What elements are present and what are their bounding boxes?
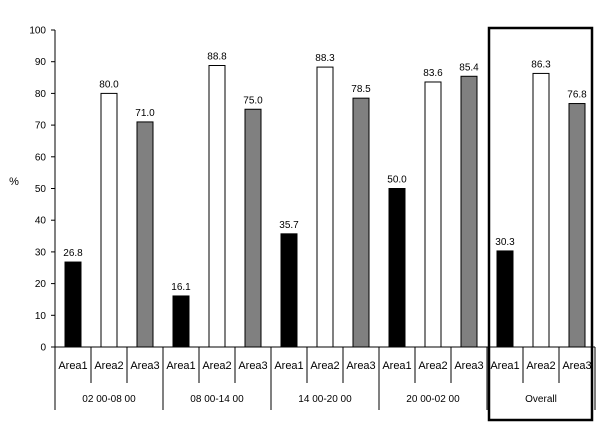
bar-area3	[136, 121, 154, 348]
data-label: 75.0	[243, 95, 263, 106]
data-label: 35.7	[279, 220, 299, 231]
group-label: 20 00-02 00	[406, 394, 460, 405]
y-axis-label: %	[9, 176, 19, 188]
data-label: 50.0	[387, 175, 407, 186]
category-label: Area2	[418, 360, 447, 372]
category-label: Area3	[562, 360, 591, 372]
labels: 26.8 Area1 80.0 Area2 71.0 Area3 02 00-08 00 16…	[58, 26, 594, 422]
bar-area3	[568, 103, 586, 348]
y-tick-label: 80	[35, 89, 47, 100]
category-label: Area3	[130, 360, 159, 372]
category-label: Area1	[382, 360, 411, 372]
bar-area2	[316, 66, 334, 348]
group-label: 08 00-14 00	[190, 394, 244, 405]
data-label: 16.1	[171, 282, 191, 293]
data-label: 88.3	[315, 53, 335, 64]
bar-area2	[100, 92, 118, 348]
bar-area1	[64, 261, 82, 348]
data-label: 80.0	[99, 79, 119, 90]
y-tick-label: 20	[35, 279, 47, 290]
data-label: 78.5	[351, 84, 371, 95]
y-tick-label: 30	[35, 247, 47, 258]
data-label: 85.4	[459, 62, 479, 73]
data-label: 83.6	[423, 68, 443, 79]
bar-area2	[424, 81, 442, 348]
data-label: 26.8	[63, 248, 83, 259]
category-label: Area2	[94, 360, 123, 372]
category-label: Area3	[346, 360, 375, 372]
bar-area3	[460, 75, 478, 348]
y-tick-label: 60	[35, 152, 47, 163]
y-tick-label: 0	[40, 343, 46, 354]
category-label: Area2	[202, 360, 231, 372]
category-label: Area1	[490, 360, 519, 372]
data-label: 76.8	[567, 90, 587, 101]
group-label: Overall	[525, 394, 557, 405]
data-label: 88.8	[207, 52, 227, 63]
bar-area3	[352, 97, 370, 348]
y-tick-label: 90	[35, 57, 47, 68]
bar-area1	[172, 295, 190, 348]
category-label: Area1	[166, 360, 195, 372]
y-tick-label: 40	[35, 216, 47, 227]
axes: 0 10 20 30 40 50 60 70 80 90 100%	[9, 26, 596, 410]
bar-area2	[208, 65, 226, 348]
category-label: Area2	[310, 360, 339, 372]
category-label: Area3	[454, 360, 483, 372]
data-label: 30.3	[495, 237, 515, 248]
bar-area1	[388, 188, 406, 348]
category-label: Area1	[274, 360, 303, 372]
y-tick-label: 10	[35, 311, 47, 322]
bar-area3	[244, 108, 262, 348]
highlight-box	[487, 26, 594, 422]
group-label: 14 00-20 00	[298, 394, 352, 405]
category-label: Area2	[526, 360, 555, 372]
category-label: Area3	[238, 360, 267, 372]
bar-area1	[496, 250, 514, 348]
category-label: Area1	[58, 360, 87, 372]
y-tick-label: 100	[29, 26, 46, 37]
group-label: 02 00-08 00	[82, 394, 136, 405]
y-tick-label: 70	[35, 121, 47, 132]
bar-area1	[280, 233, 298, 348]
data-label: 71.0	[135, 108, 155, 119]
data-label: 86.3	[531, 59, 551, 70]
y-tick-label: 50	[35, 184, 47, 195]
bars	[64, 65, 586, 348]
bar-area2	[532, 72, 550, 348]
